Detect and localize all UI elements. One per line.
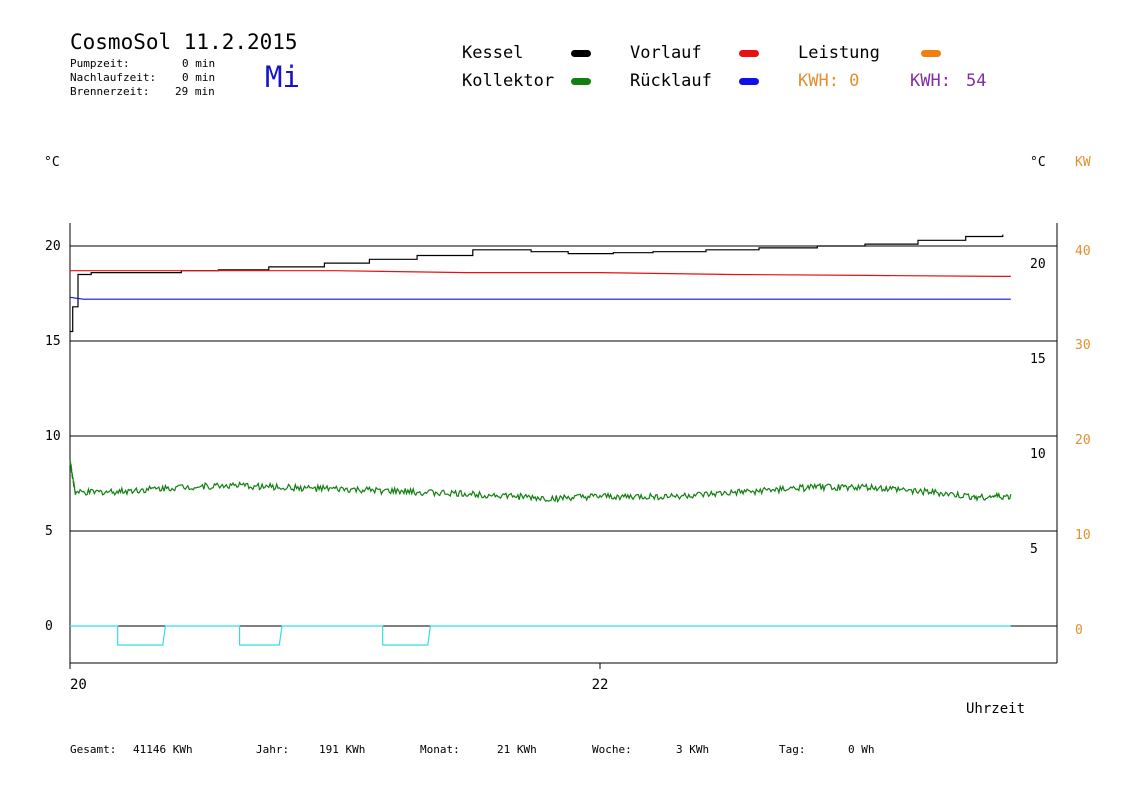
- stat-label-nachlauf: Nachlaufzeit:: [70, 71, 157, 84]
- weekday-label: Mi: [265, 60, 300, 94]
- stat-value-nachlauf: 0 min: [182, 71, 216, 84]
- legend-swatch-ruecklauf: [739, 78, 759, 85]
- footer-woche-value: 3 KWh: [676, 743, 710, 756]
- legend-label-vorlauf: Vorlauf: [630, 43, 702, 63]
- y-right-temp-tick-label: 15: [1030, 352, 1046, 367]
- y-right-kw-tick-label: 20: [1075, 433, 1091, 448]
- legend-label-leistung: Leistung: [798, 43, 880, 63]
- y-left-tick-label: 10: [45, 429, 61, 444]
- footer-tag-value: 0 Wh: [848, 743, 875, 756]
- x-tick-label: 20: [70, 677, 87, 693]
- right-unit-label: °C: [1030, 155, 1046, 170]
- legend-label-ruecklauf: Rücklauf: [630, 71, 712, 91]
- series-line-ruecklauf: [69, 296, 1011, 300]
- footer-monat-value: 21 KWh: [497, 743, 537, 756]
- y-right-temp-tick-label: 20: [1030, 257, 1046, 272]
- y-left-tick-label: 0: [45, 619, 53, 634]
- kwh-right-label: KWH:: [910, 71, 951, 91]
- left-unit-label: °C: [44, 155, 60, 170]
- chart-series: [69, 234, 1012, 646]
- y-right-temp-tick-label: 10: [1030, 447, 1046, 462]
- series-line-kessel: [70, 234, 1004, 333]
- y-right-kw-tick-label: 10: [1075, 528, 1091, 543]
- y-right-kw-tick-label: 0: [1075, 623, 1083, 638]
- series-line-kollektor: [69, 460, 1012, 503]
- stat-label-brenner: Brennerzeit:: [70, 85, 150, 98]
- y-left-tick-label: 5: [45, 524, 53, 539]
- legend-label-kollektor: Kollektor: [462, 71, 555, 91]
- series-line-leistung: [70, 625, 1011, 646]
- footer-gesamt-value: 41146 KWh: [133, 743, 193, 756]
- legend-swatch-kessel: [571, 50, 591, 57]
- legend-swatch-vorlauf: [739, 50, 759, 57]
- y-right-kw-tick-label: 40: [1075, 244, 1091, 259]
- legend-label-kessel: Kessel: [462, 43, 524, 63]
- stat-value-pump: 0 min: [182, 57, 216, 70]
- stat-label-pump: Pumpzeit:: [70, 57, 130, 70]
- kwh-right-value: 54: [966, 71, 987, 91]
- kwh-left: KWH: 0: [798, 71, 860, 91]
- footer-monat-label: Monat:: [420, 743, 460, 756]
- footer-jahr-label: Jahr:: [256, 743, 290, 756]
- x-tick-label: 22: [592, 677, 609, 693]
- stat-value-brenner: 29 min: [175, 85, 215, 98]
- kw-unit-label: KW: [1075, 155, 1091, 170]
- page-title: CosmoSol 11.2.2015: [70, 30, 298, 54]
- legend-swatch-kollektor: [571, 78, 591, 85]
- y-left-tick-label: 20: [45, 239, 61, 254]
- footer-woche-label: Woche:: [592, 743, 632, 756]
- x-axis-label: Uhrzeit: [966, 701, 1026, 717]
- footer-gesamt-label: Gesamt:: [70, 743, 117, 756]
- y-left-tick-label: 15: [45, 334, 61, 349]
- series-line-vorlauf: [70, 270, 1011, 277]
- footer-tag-label: Tag:: [779, 743, 806, 756]
- legend-swatch-leistung: [921, 50, 941, 57]
- y-right-temp-tick-label: 5: [1030, 542, 1038, 557]
- chart-grid: [69, 223, 1058, 669]
- footer-jahr-value: 191 KWh: [319, 743, 366, 756]
- y-right-kw-tick-label: 30: [1075, 338, 1091, 353]
- chart-tick-labels: 0 5 10 15 20 5 10 15 20 0 10 20 30 40 20 22: [45, 239, 1091, 693]
